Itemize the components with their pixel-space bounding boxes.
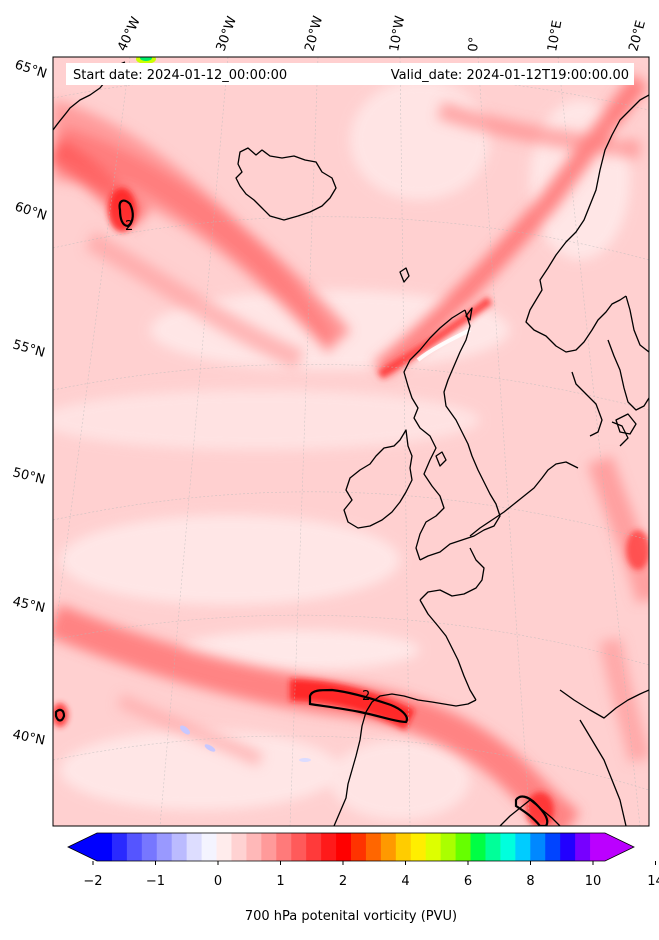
colorbar-cell bbox=[156, 833, 173, 861]
pv-2-contours bbox=[54, 199, 549, 826]
colorbar-cell bbox=[530, 833, 546, 861]
colorbar-tick-label: 10 bbox=[585, 874, 602, 889]
colorbar-cell bbox=[321, 833, 337, 861]
contour-label-south: 2 bbox=[362, 689, 370, 704]
colorbar-cell bbox=[97, 833, 113, 861]
contour-label-north: 2 bbox=[125, 219, 133, 234]
colorbar-extend-high bbox=[605, 833, 634, 861]
colorbar-cell bbox=[306, 833, 322, 861]
colorbar-cell bbox=[111, 833, 128, 861]
colorbar-tick-label: 1 bbox=[276, 874, 284, 889]
lat-label: 50°N bbox=[11, 465, 46, 487]
colorbar-extend-low bbox=[68, 833, 97, 861]
colorbar-tick-label: 8 bbox=[526, 874, 534, 889]
colorbar-cell bbox=[500, 833, 516, 861]
valid-date-text: Valid_date: 2024-01-12T19:00:00.00 bbox=[391, 68, 629, 83]
colorbar-cell bbox=[455, 833, 472, 861]
colorbar-cell bbox=[126, 833, 143, 861]
lat-label: 60°N bbox=[13, 200, 49, 224]
colorbar-tick-label: 4 bbox=[401, 874, 409, 889]
longitude-labels: 40°W 30°W 20°W 10°W 0° 10°E 20°E bbox=[115, 14, 649, 53]
lon-label: 20°W bbox=[302, 14, 326, 53]
colorbar-cell bbox=[440, 833, 457, 861]
pv-field: 2 2 bbox=[53, 57, 649, 826]
colorbar-cell bbox=[380, 833, 397, 861]
colorbar-cell bbox=[560, 833, 576, 861]
colorbar-cell bbox=[485, 833, 501, 861]
colorbar-cell bbox=[515, 833, 531, 861]
colorbar-tick-label: −2 bbox=[83, 874, 102, 889]
colorbar-tick-label: −1 bbox=[146, 874, 165, 889]
latitude-labels: 65°N 60°N 55°N 50°N 45°N 40°N bbox=[11, 58, 49, 749]
lon-label: 30°W bbox=[214, 14, 240, 53]
colorbar-cell bbox=[171, 833, 188, 861]
colorbar-cell bbox=[590, 833, 606, 861]
lon-label: 20°E bbox=[626, 19, 649, 53]
colorbar-cell bbox=[336, 833, 352, 861]
colorbar-cell bbox=[261, 833, 277, 861]
colorbar-cell bbox=[425, 833, 442, 861]
colorbar-cell bbox=[365, 833, 382, 861]
map-frame bbox=[52, 56, 650, 827]
colorbar-cell bbox=[545, 833, 561, 861]
colorbar-cell bbox=[410, 833, 427, 861]
colorbar-tick-label: 6 bbox=[464, 874, 472, 889]
colorbar-cell bbox=[216, 833, 232, 861]
lat-label: 45°N bbox=[11, 594, 46, 616]
colorbar-cell bbox=[201, 833, 218, 861]
colorbar-cell bbox=[246, 833, 262, 861]
start-date-text: Start date: 2024-01-12_00:00:00 bbox=[73, 68, 287, 83]
colorbar-cell bbox=[470, 833, 486, 861]
lat-label: 65°N bbox=[13, 58, 49, 82]
lon-label: 10°E bbox=[545, 19, 565, 52]
lat-label: 55°N bbox=[11, 337, 47, 360]
colorbar-tick-label: 2 bbox=[339, 874, 347, 889]
colorbar-tick-label: 14 bbox=[647, 874, 659, 889]
colorbar-label: 700 hPa potenital vorticity (PVU) bbox=[245, 909, 457, 924]
colorbar-cell bbox=[575, 833, 591, 861]
colorbar-cell bbox=[395, 833, 412, 861]
colorbar-cell bbox=[351, 833, 367, 861]
lat-label: 40°N bbox=[11, 727, 46, 748]
info-box bbox=[66, 63, 634, 85]
colorbar-cell bbox=[141, 833, 158, 861]
lon-label: 10°W bbox=[387, 15, 408, 53]
colorbar-cell bbox=[186, 833, 203, 861]
lon-label: 40°W bbox=[115, 15, 144, 54]
colorbar-cell bbox=[291, 833, 307, 861]
colorbar-cell bbox=[231, 833, 247, 861]
colorbar: −2 −1 0 1 2 4 6 8 10 14 bbox=[67, 832, 659, 889]
lon-label: 0° bbox=[466, 36, 482, 52]
colorbar-tick-label: 0 bbox=[214, 874, 222, 889]
colorbar-cell bbox=[276, 833, 292, 861]
